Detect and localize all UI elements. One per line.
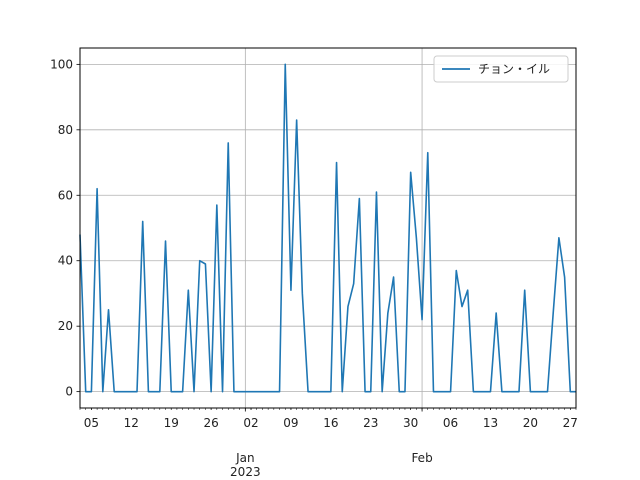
series-layer	[79, 63, 576, 393]
x-minor-tick-label: 23	[363, 416, 378, 430]
x-minor-tick-label: 19	[164, 416, 179, 430]
x-minor-tick-label: 27	[563, 416, 578, 430]
plot-frame	[79, 47, 577, 409]
y-tick-label: 80	[58, 123, 73, 137]
x-minor-tick-label: 16	[323, 416, 338, 430]
x-minor-tick-label: 09	[283, 416, 298, 430]
plot-area	[80, 48, 576, 408]
legend-box	[433, 55, 569, 83]
y-tick-label: 0	[65, 385, 73, 399]
x-major-tick-label: Jan	[235, 451, 255, 465]
y-tick-label: 60	[58, 188, 73, 202]
x-minor-tick-label: 26	[203, 416, 218, 430]
y-tick-label: 40	[58, 254, 73, 268]
y-tick-label: 100	[50, 57, 73, 71]
x-minor-tick-label: 05	[84, 416, 99, 430]
x-minor-tick-label: 12	[124, 416, 139, 430]
x-minor-tick-label: 06	[443, 416, 458, 430]
x-major-tick-sublabel: 2023	[230, 465, 261, 479]
x-major-tick-label: Feb	[411, 451, 432, 465]
x-minor-tick-label: 20	[523, 416, 538, 430]
legend: チョン・イル	[433, 55, 569, 83]
series-line	[79, 63, 576, 393]
y-tick-label: 20	[58, 319, 73, 333]
x-minor-tick-label: 02	[243, 416, 258, 430]
x-minor-tick-label: 13	[483, 416, 498, 430]
legend-label: チョン・イル	[478, 62, 550, 76]
x-minor-tick-label: 30	[403, 416, 418, 430]
